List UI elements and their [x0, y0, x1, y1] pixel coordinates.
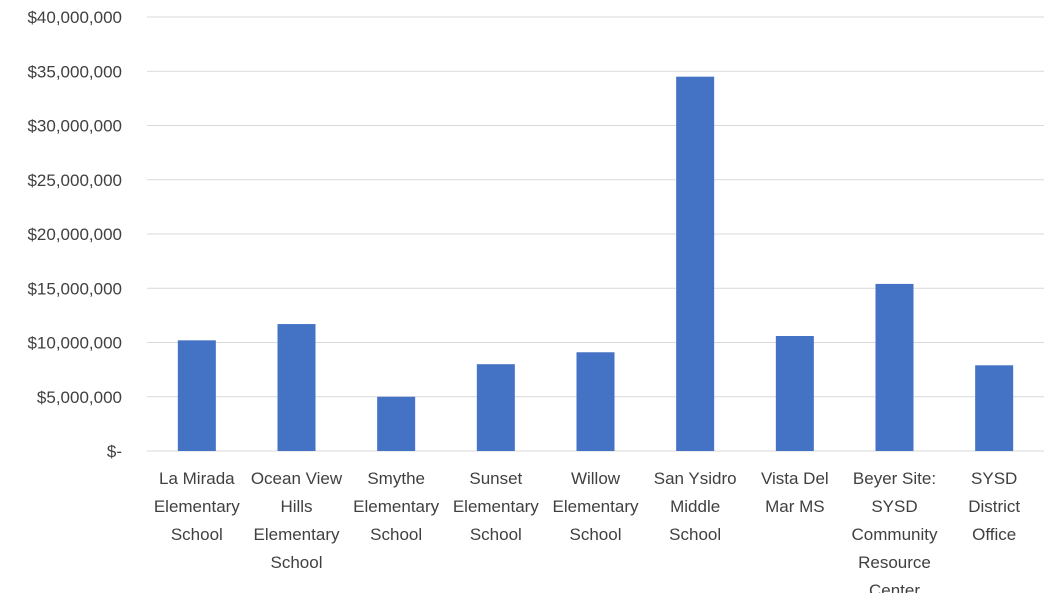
- x-category-label: Vista Del Mar MS: [761, 469, 829, 516]
- y-tick-label: $30,000,000: [27, 117, 122, 136]
- y-tick-label: $40,000,000: [27, 8, 122, 27]
- x-category-label: Beyer Site: SYSD Community Resource Center: [852, 469, 938, 593]
- y-tick-label: $15,000,000: [27, 279, 122, 298]
- x-category-label: Ocean View Hills Elementary School: [251, 469, 343, 572]
- y-tick-label: $20,000,000: [27, 225, 122, 244]
- x-category-label: Smythe Elementary School: [353, 469, 439, 544]
- bar: [576, 352, 615, 451]
- x-category-label: Willow Elementary School: [553, 469, 639, 544]
- y-tick-label: $-: [107, 442, 122, 461]
- bars: [177, 76, 1014, 452]
- x-category-label: Sunset Elementary School: [453, 469, 539, 544]
- y-tick-label: $35,000,000: [27, 62, 122, 81]
- bar: [975, 365, 1014, 451]
- bar: [676, 76, 715, 452]
- y-tick-label: $10,000,000: [27, 334, 122, 353]
- y-tick-label: $25,000,000: [27, 171, 122, 190]
- bar: [476, 364, 515, 451]
- bar: [177, 340, 216, 451]
- x-category-label: San Ysidro Middle School: [654, 469, 737, 544]
- x-category-label: La Mirada Elementary School: [154, 469, 240, 544]
- y-tick-label: $5,000,000: [37, 388, 122, 407]
- bar: [775, 335, 814, 451]
- y-axis-tick-labels: $- $5,000,000 $10,000,000 $15,000,000 $20,00…: [27, 8, 122, 461]
- bar: [377, 396, 416, 451]
- x-category-label: SYSD District Office: [968, 469, 1020, 544]
- bar: [277, 324, 316, 451]
- bar: [875, 283, 914, 451]
